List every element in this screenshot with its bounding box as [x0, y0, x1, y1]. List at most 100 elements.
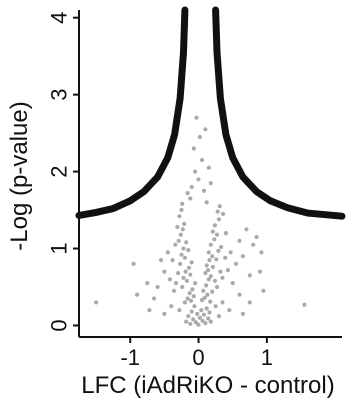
data-point	[197, 315, 202, 320]
data-point	[192, 304, 197, 309]
data-point	[171, 288, 177, 293]
data-point	[188, 298, 194, 303]
data-point	[181, 246, 186, 251]
data-point	[178, 232, 183, 237]
y-tick-label: 3	[47, 89, 72, 101]
data-point	[185, 191, 190, 196]
data-point	[170, 258, 175, 263]
data-point	[191, 146, 196, 151]
data-point	[247, 273, 252, 278]
data-point	[210, 229, 215, 234]
data-point	[261, 288, 266, 293]
data-point	[216, 217, 222, 222]
data-point	[208, 319, 213, 324]
data-point	[135, 292, 140, 297]
data-point	[184, 319, 189, 324]
data-point	[210, 289, 215, 294]
data-point	[178, 261, 183, 266]
data-point	[254, 234, 259, 240]
y-tick-label: 4	[47, 12, 72, 24]
data-point	[175, 224, 180, 230]
data-point	[188, 272, 193, 277]
data-point	[189, 260, 194, 265]
left-threshold-curve	[75, 6, 189, 219]
data-point	[199, 157, 205, 163]
data-point	[208, 274, 213, 279]
data-point	[179, 207, 184, 213]
data-point	[162, 269, 167, 274]
x-tick-label: 1	[261, 345, 273, 370]
data-point	[152, 296, 157, 301]
data-point	[182, 221, 187, 226]
data-point	[237, 238, 242, 243]
data-point	[186, 248, 191, 253]
data-point	[230, 281, 235, 286]
data-point	[228, 250, 233, 255]
data-point	[205, 292, 210, 297]
data-point	[177, 214, 182, 219]
data-point	[206, 316, 211, 321]
data-point	[204, 306, 209, 311]
data-point	[219, 244, 224, 250]
data-point	[204, 283, 209, 288]
data-point	[195, 311, 200, 316]
data-point	[197, 134, 202, 140]
data-point	[183, 269, 188, 274]
y-axis-ticks: 0 1 2 3 4	[47, 12, 79, 332]
data-point	[237, 292, 242, 297]
data-point	[208, 242, 213, 247]
data-point	[302, 302, 307, 307]
data-point	[180, 284, 185, 290]
y-axis-title: -Log (p-value)	[6, 101, 33, 250]
data-point	[216, 314, 222, 319]
data-point	[247, 300, 252, 305]
data-point	[177, 308, 182, 313]
data-point	[201, 288, 206, 293]
data-point	[201, 188, 207, 193]
data-point	[165, 250, 170, 255]
data-point	[194, 115, 199, 120]
data-point	[214, 232, 220, 237]
data-point	[196, 322, 201, 327]
data-point	[176, 271, 181, 276]
data-point	[184, 240, 189, 245]
right-threshold-curve	[212, 6, 346, 220]
data-point	[191, 294, 196, 299]
data-point	[207, 310, 212, 315]
data-point	[173, 281, 179, 286]
data-point	[206, 165, 211, 170]
data-point	[182, 300, 187, 305]
data-point	[214, 284, 220, 290]
data-point	[206, 277, 211, 282]
data-point	[196, 177, 201, 182]
data-point	[199, 308, 204, 313]
data-point	[218, 269, 223, 274]
data-point	[186, 265, 192, 270]
data-point	[244, 227, 249, 232]
data-point	[207, 258, 212, 263]
x-tick-label: -1	[120, 345, 140, 370]
data-point	[190, 287, 195, 292]
data-point	[193, 169, 198, 174]
data-point	[213, 304, 218, 309]
y-tick-label: 2	[47, 165, 72, 177]
data-point	[212, 223, 217, 228]
data-point	[147, 308, 152, 313]
data-point	[94, 300, 99, 305]
data-point	[210, 264, 215, 270]
threshold-curves	[75, 6, 346, 220]
data-point	[187, 291, 192, 296]
data-point	[259, 250, 264, 255]
data-point	[162, 311, 167, 316]
data-point	[186, 314, 191, 319]
data-point	[234, 261, 239, 266]
data-point	[167, 277, 172, 282]
data-point	[173, 242, 178, 247]
data-point	[223, 255, 228, 260]
data-point	[169, 304, 174, 309]
data-point	[204, 200, 209, 205]
data-point	[191, 317, 196, 322]
x-axis-ticks: -1 0 1	[120, 337, 273, 370]
data-point	[203, 127, 208, 132]
